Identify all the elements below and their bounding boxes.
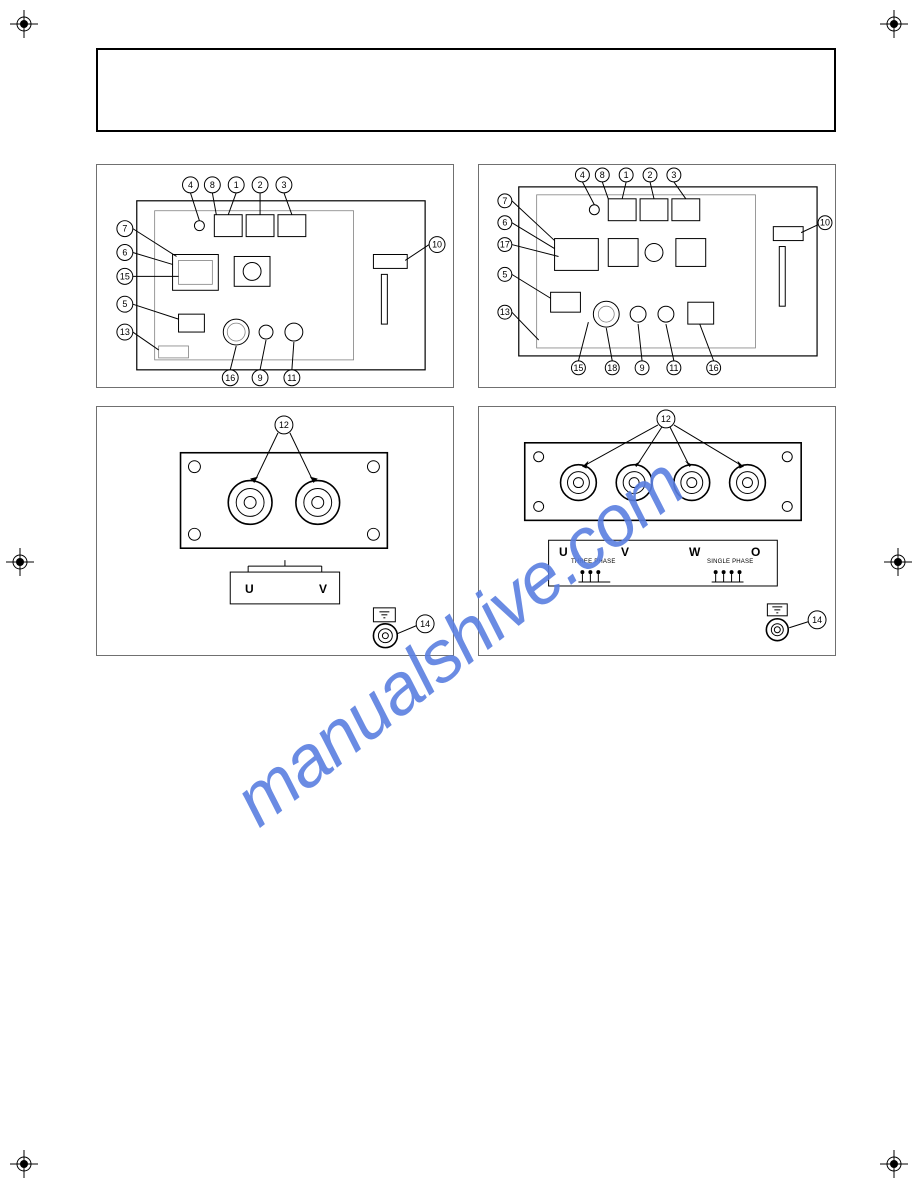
- registration-mark-ml: [6, 548, 34, 576]
- svg-text:10: 10: [432, 240, 442, 250]
- terminal-label-v-r: V: [621, 545, 629, 559]
- title-box: [96, 48, 836, 132]
- svg-text:8: 8: [210, 180, 215, 190]
- svg-text:6: 6: [502, 218, 507, 228]
- svg-text:11: 11: [287, 373, 296, 383]
- control-panel-svg-left: 4 8 1 2 3: [97, 165, 453, 388]
- terminal-label-v: V: [319, 582, 327, 596]
- svg-text:5: 5: [502, 269, 507, 279]
- svg-text:10: 10: [820, 218, 830, 228]
- svg-text:3: 3: [281, 180, 286, 190]
- svg-text:12: 12: [279, 420, 289, 430]
- left-column: 4 8 1 2 3: [96, 164, 454, 656]
- control-panel-diagram-right: 4 8 1 2 3 7 6 17 5 13 10 15 18 9: [478, 164, 836, 388]
- svg-text:12: 12: [661, 414, 671, 424]
- terminal-label-u: U: [245, 582, 254, 596]
- svg-text:6: 6: [122, 248, 127, 258]
- registration-mark-br: [880, 1150, 908, 1178]
- svg-text:9: 9: [258, 373, 263, 383]
- svg-text:7: 7: [502, 196, 507, 206]
- phase-label-three: THREE PHASE: [571, 559, 616, 565]
- terminal-label-o-r: O: [751, 545, 760, 559]
- two-column-layout: 4 8 1 2 3: [96, 164, 836, 656]
- svg-text:17: 17: [500, 240, 510, 250]
- svg-text:8: 8: [600, 170, 605, 180]
- terminal-label-w-r: W: [689, 545, 700, 559]
- svg-text:14: 14: [812, 615, 822, 625]
- svg-text:11: 11: [669, 363, 678, 373]
- terminal-svg-left: 12: [97, 407, 453, 656]
- svg-text:4: 4: [188, 180, 193, 190]
- phase-label-single: SINGLE PHASE: [707, 559, 753, 565]
- svg-text:15: 15: [573, 363, 583, 373]
- terminal-diagram-right: 12: [478, 406, 836, 656]
- page-content: 4 8 1 2 3: [96, 48, 836, 656]
- svg-text:2: 2: [648, 170, 653, 180]
- registration-mark-mr: [884, 548, 912, 576]
- svg-text:16: 16: [225, 373, 235, 383]
- terminal-label-u-r: U: [559, 545, 568, 559]
- registration-mark-bl: [10, 1150, 38, 1178]
- svg-text:1: 1: [624, 170, 629, 180]
- terminal-svg-right: 12: [479, 407, 835, 656]
- svg-text:9: 9: [640, 363, 645, 373]
- control-panel-diagram-left: 4 8 1 2 3: [96, 164, 454, 388]
- right-column: 4 8 1 2 3 7 6 17 5 13 10 15 18 9: [478, 164, 836, 656]
- svg-text:2: 2: [258, 180, 263, 190]
- svg-text:5: 5: [122, 299, 127, 309]
- terminal-diagram-left: 12: [96, 406, 454, 656]
- svg-text:13: 13: [500, 307, 510, 317]
- registration-mark-tl: [10, 10, 38, 38]
- control-panel-svg-right: 4 8 1 2 3 7 6 17 5 13 10 15 18 9: [479, 165, 835, 388]
- svg-text:16: 16: [709, 363, 719, 373]
- svg-text:13: 13: [120, 327, 130, 337]
- registration-mark-tr: [880, 10, 908, 38]
- svg-text:15: 15: [120, 271, 130, 281]
- svg-text:3: 3: [671, 170, 676, 180]
- svg-text:1: 1: [234, 180, 239, 190]
- svg-text:7: 7: [122, 224, 127, 234]
- svg-text:18: 18: [607, 363, 617, 373]
- svg-text:14: 14: [420, 619, 430, 629]
- svg-text:4: 4: [580, 170, 585, 180]
